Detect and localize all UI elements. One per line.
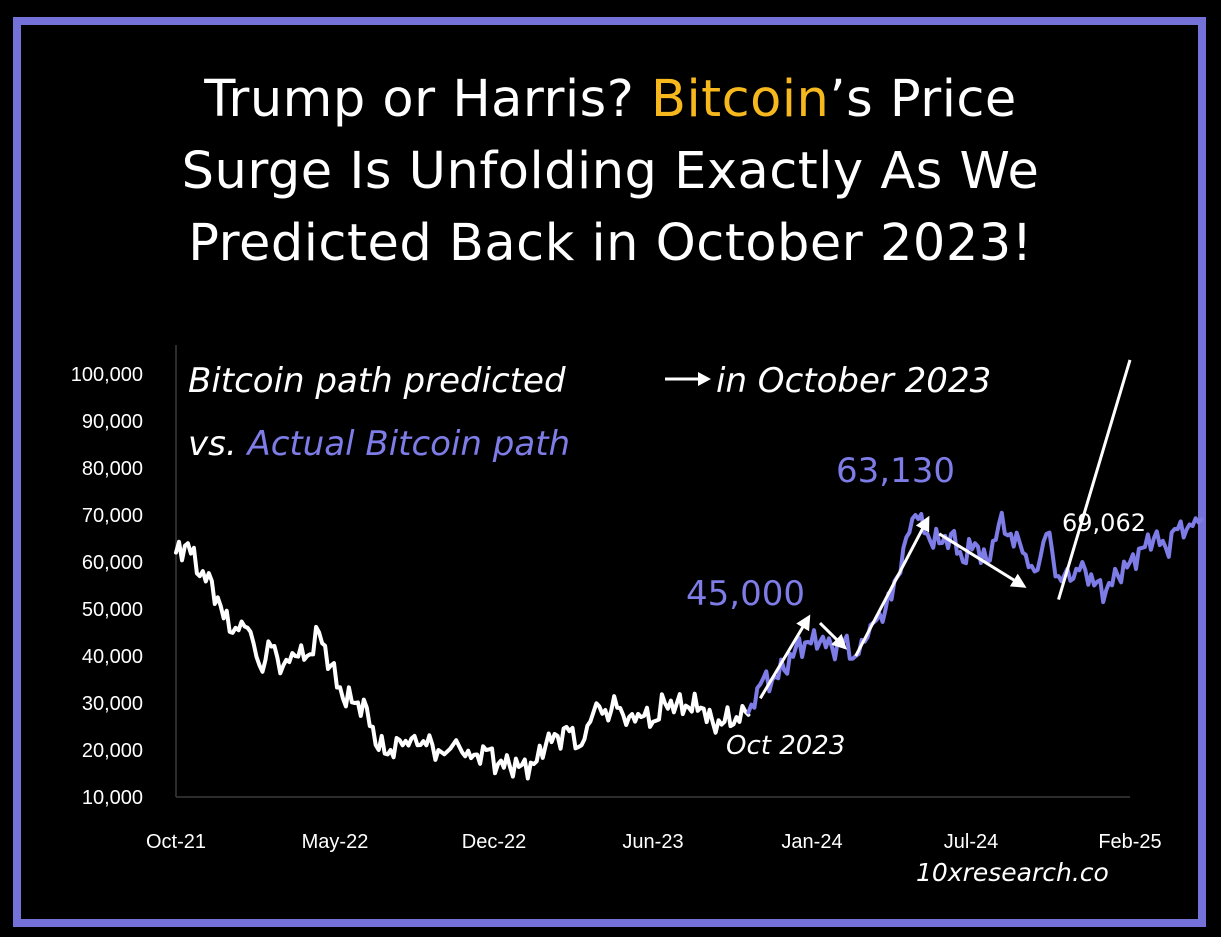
legend-vs-text: vs. <box>188 424 247 464</box>
x-tick-label: Feb-25 <box>1098 831 1161 853</box>
x-tick-label: Jan-24 <box>781 831 842 853</box>
y-tick-label: 80,000 <box>82 458 143 480</box>
legend-predicted-date: in October 2023 <box>716 361 991 401</box>
y-tick-label: 60,000 <box>82 552 143 574</box>
x-tick-label: Jul-24 <box>944 831 998 853</box>
y-tick-label: 70,000 <box>82 505 143 527</box>
y-tick-label: 50,000 <box>82 599 143 621</box>
chart-frame <box>13 17 1206 927</box>
headline-line-1-prefix: Trump or Harris? <box>204 70 651 129</box>
label-45000: 45,000 <box>686 574 805 614</box>
x-tick-labels: Oct-21 May-22 Dec-22 Jun-23 Jan-24 Jul-24 Feb-… <box>146 831 1162 853</box>
headline-line-2: Surge Is Unfolding Exactly As We <box>181 142 1040 201</box>
y-tick-labels: 100,000 90,000 80,000 70,000 60,000 50,000 40,… <box>71 364 143 809</box>
x-tick-label: May-22 <box>302 831 369 853</box>
headline-accent-word: Bitcoin <box>650 70 830 129</box>
actual-path-line <box>746 510 1204 715</box>
y-tick-label: 10,000 <box>82 787 143 809</box>
x-tick-label: Oct-21 <box>146 831 206 853</box>
y-tick-label: 20,000 <box>82 740 143 762</box>
y-tick-label: 90,000 <box>82 411 143 433</box>
legend-actual-label: vs. Actual Bitcoin path <box>188 424 570 464</box>
predicted-arrow <box>854 515 930 657</box>
predicted-arrow <box>759 614 811 700</box>
headline-line-3: Predicted Back in October 2023! <box>188 214 1033 273</box>
predicted-path-arrows <box>759 359 1132 700</box>
legend-predicted-text: Bitcoin path predicted <box>188 361 566 401</box>
label-latest-price: 69,062 <box>1062 509 1146 537</box>
label-oct-2023: Oct 2023 <box>726 731 845 761</box>
y-tick-label: 30,000 <box>82 693 143 715</box>
y-tick-label: 100,000 <box>71 364 143 386</box>
x-tick-label: Dec-22 <box>462 831 526 853</box>
legend-predicted-label: Bitcoin path predicted <box>188 361 566 401</box>
headline: Trump or Harris? Bitcoin’s Price Surge I… <box>0 64 1221 280</box>
label-63130: 63,130 <box>836 451 955 491</box>
source-credit: 10xresearch.co <box>916 858 1109 887</box>
legend-arrow-icon <box>665 372 711 386</box>
legend-actual-text: Actual Bitcoin path <box>245 424 570 464</box>
y-tick-label: 40,000 <box>82 646 143 668</box>
predicted-arrow <box>818 622 848 650</box>
predicted-arrow <box>1057 359 1132 601</box>
headline-line-1: Trump or Harris? Bitcoin’s Price <box>0 64 1221 136</box>
chart-axes <box>175 345 1130 798</box>
headline-line-1-suffix: ’s Price <box>829 70 1017 129</box>
series-layer <box>174 510 1204 781</box>
predicted-arrow <box>938 532 1027 588</box>
history-price-line <box>174 539 751 781</box>
x-tick-label: Jun-23 <box>622 831 683 853</box>
